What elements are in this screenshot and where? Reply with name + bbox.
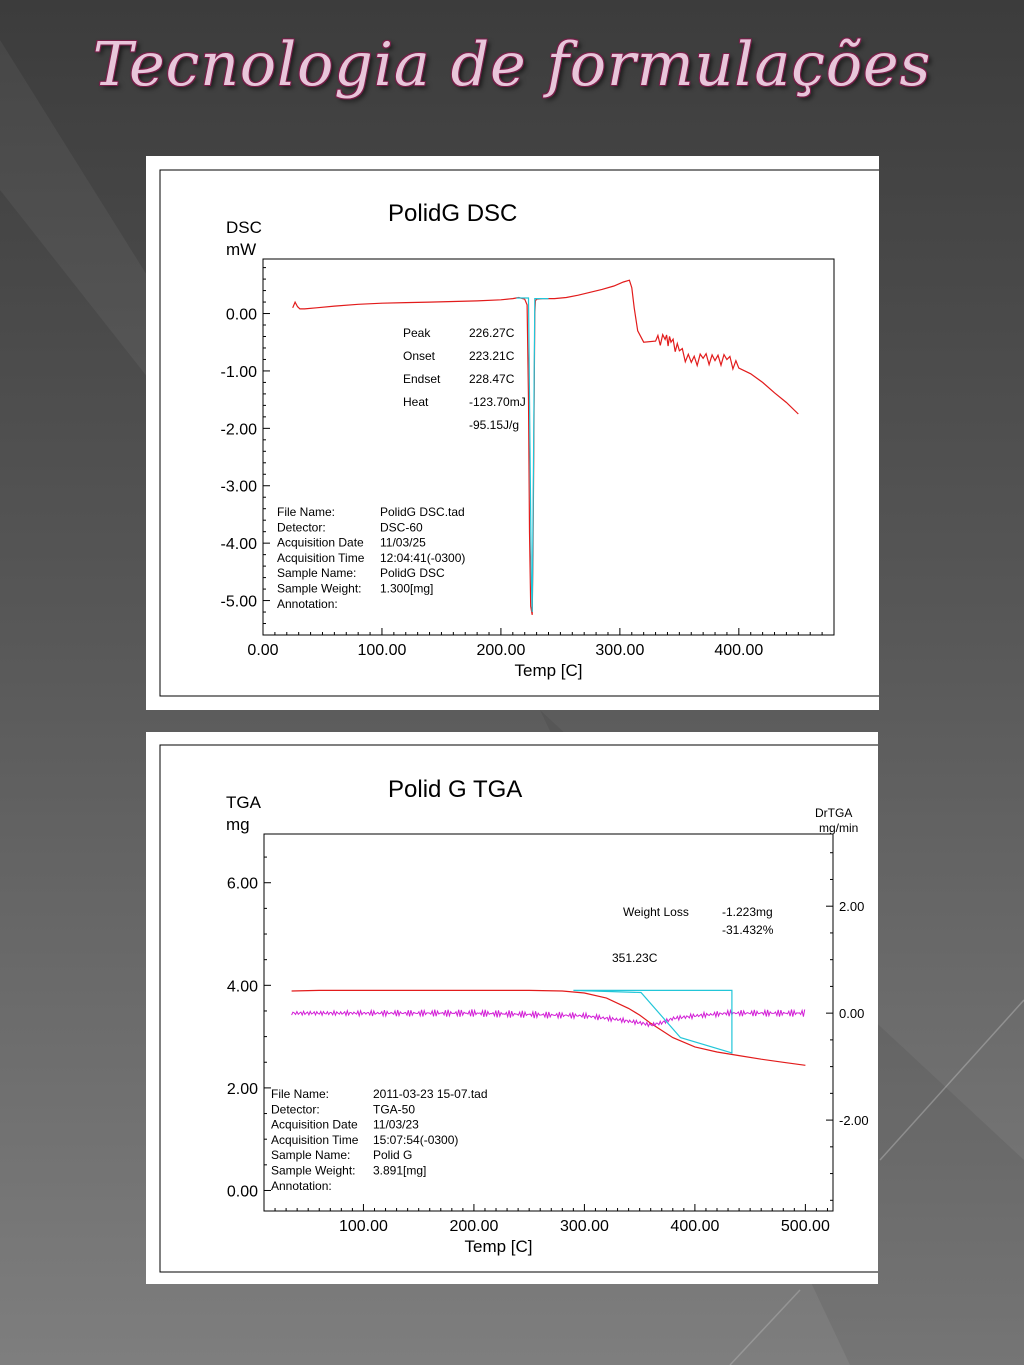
derivative-series-line bbox=[291, 1008, 806, 1028]
outer-frame bbox=[159, 169, 879, 697]
y-tick-label: -1.00 bbox=[221, 364, 258, 381]
y-axis-label: TGA bbox=[226, 793, 262, 812]
y-tick-label: -4.00 bbox=[221, 536, 258, 553]
info-value: 3.891[mg] bbox=[373, 1164, 426, 1178]
y2-axis-label: DrTGA bbox=[815, 806, 852, 820]
info-value: DSC-60 bbox=[380, 520, 423, 534]
info-label: Detector: bbox=[277, 520, 326, 534]
tga-chart-panel: Polid G TGA TGA mg DrTGA mg/min Temp [C] 100.0… bbox=[146, 732, 878, 1284]
info-value: 11/03/23 bbox=[373, 1118, 419, 1132]
annotation-label: Heat bbox=[403, 395, 429, 409]
annotation-value: -123.70mJ bbox=[469, 395, 526, 409]
y-axis-label: mg bbox=[226, 815, 250, 834]
dsc-chart-panel: PolidG DSC DSC mW Temp [C] 0.00 100.00 200.00 3… bbox=[146, 156, 879, 710]
info-value: Polid G bbox=[373, 1148, 412, 1162]
info-value: PolidG DSC bbox=[380, 566, 445, 580]
annotation-label: Endset bbox=[403, 372, 441, 386]
info-value: 12:04:41(-0300) bbox=[380, 551, 465, 565]
analysis-series-line bbox=[516, 297, 549, 613]
annotation-label: Onset bbox=[403, 349, 436, 363]
chart-title: Polid G TGA bbox=[388, 776, 522, 803]
annotation-label: 351.23C bbox=[612, 951, 658, 965]
curve-series-line bbox=[292, 279, 799, 616]
x-tick-label: 500.00 bbox=[781, 1218, 830, 1235]
info-label: File Name: bbox=[271, 1087, 329, 1101]
info-label: Acquisition Date bbox=[277, 536, 364, 550]
info-label: Detector: bbox=[271, 1102, 320, 1116]
x-tick-label: 300.00 bbox=[595, 642, 644, 659]
y2-tick-label: -2.00 bbox=[839, 1113, 869, 1128]
info-value: 15:07:54(-0300) bbox=[373, 1133, 458, 1147]
y-axis-label: mW bbox=[226, 240, 256, 259]
info-label: File Name: bbox=[277, 505, 335, 519]
annotation-label: Weight Loss bbox=[623, 905, 689, 919]
annotation-value: 223.21C bbox=[469, 349, 515, 363]
info-label: Acquisition Time bbox=[271, 1133, 359, 1147]
info-value: 1.300[mg] bbox=[380, 582, 433, 596]
annotation-label: Peak bbox=[403, 326, 431, 340]
x-axis-label: Temp [C] bbox=[514, 661, 582, 680]
y-tick-label: -2.00 bbox=[221, 421, 258, 438]
x-tick-label: 100.00 bbox=[339, 1218, 388, 1235]
y-tick-label: 0.00 bbox=[227, 1183, 258, 1200]
y2-tick-label: 0.00 bbox=[839, 1006, 864, 1021]
y-tick-label: 4.00 bbox=[227, 978, 258, 995]
info-label: Acquisition Time bbox=[277, 551, 365, 565]
chart-title: PolidG DSC bbox=[388, 200, 517, 227]
analysis-series-line bbox=[573, 989, 733, 1054]
y-tick-label: 0.00 bbox=[226, 307, 257, 324]
info-value: 2011-03-23 15-07.tad bbox=[373, 1087, 488, 1101]
y-tick-label: -5.00 bbox=[221, 594, 258, 611]
annotation-value: -1.223mg bbox=[722, 905, 773, 919]
info-value: PolidG DSC.tad bbox=[380, 505, 465, 519]
dsc-chart: PolidG DSC DSC mW Temp [C] 0.00 100.00 200.00 3… bbox=[159, 169, 879, 697]
info-label: Acquisition Date bbox=[271, 1118, 358, 1132]
y2-axis-label: mg/min bbox=[819, 821, 858, 835]
x-tick-label: 200.00 bbox=[449, 1218, 498, 1235]
plot-area bbox=[263, 833, 834, 1212]
info-label: Sample Name: bbox=[277, 566, 356, 580]
x-tick-label: 0.00 bbox=[247, 642, 278, 659]
x-tick-label: 300.00 bbox=[560, 1218, 609, 1235]
x-axis-label: Temp [C] bbox=[464, 1237, 532, 1256]
annotation-value: -95.15J/g bbox=[469, 418, 519, 432]
x-tick-label: 400.00 bbox=[670, 1218, 719, 1235]
info-value: 11/03/25 bbox=[380, 536, 426, 550]
y-tick-label: 2.00 bbox=[227, 1081, 258, 1098]
outer-frame bbox=[159, 744, 878, 1273]
curve-series-line bbox=[291, 989, 806, 1066]
y-tick-label: -3.00 bbox=[221, 479, 258, 496]
info-label: Sample Weight: bbox=[271, 1164, 356, 1178]
annotation-value: -31.432% bbox=[722, 923, 774, 937]
info-label: Annotation: bbox=[277, 597, 338, 611]
info-label: Sample Weight: bbox=[277, 582, 362, 596]
annotation-value: 226.27C bbox=[469, 326, 515, 340]
annotation-value: 228.47C bbox=[469, 372, 515, 386]
x-tick-label: 400.00 bbox=[714, 642, 763, 659]
x-tick-label: 100.00 bbox=[357, 642, 406, 659]
y2-tick-label: 2.00 bbox=[839, 899, 864, 914]
info-label: Annotation: bbox=[271, 1179, 332, 1193]
y-tick-label: 6.00 bbox=[227, 876, 258, 893]
info-label: Sample Name: bbox=[271, 1148, 350, 1162]
x-tick-label: 200.00 bbox=[476, 642, 525, 659]
info-value: TGA-50 bbox=[373, 1102, 415, 1116]
slide-title: Tecnologia de formulações bbox=[92, 30, 932, 100]
y-axis-label: DSC bbox=[226, 218, 262, 237]
